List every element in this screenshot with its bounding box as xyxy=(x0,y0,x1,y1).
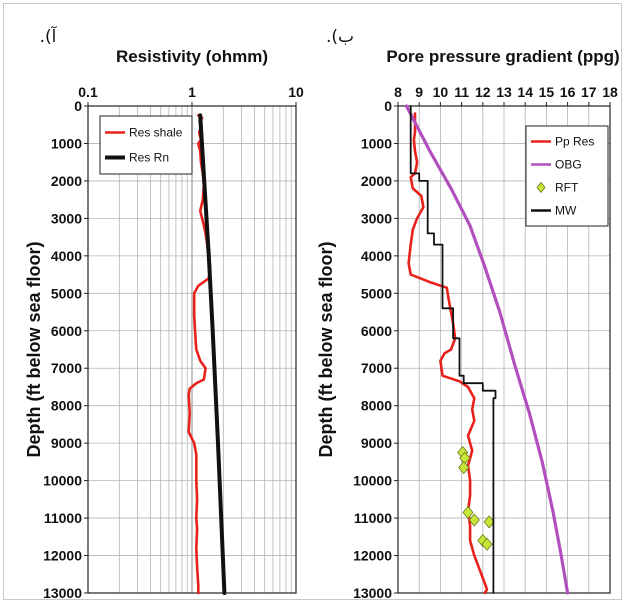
x-tick-label: 10 xyxy=(288,84,304,100)
y-tick-label: 1000 xyxy=(51,135,82,151)
y-tick-label: 6000 xyxy=(51,323,82,339)
x-tick-label: 18 xyxy=(602,84,618,100)
y-tick-label: 7000 xyxy=(361,360,392,376)
chart-title: Resistivity (ohmm) xyxy=(116,47,268,66)
legend-label: Res Rn xyxy=(129,151,169,165)
x-tick-label: 12 xyxy=(475,84,491,100)
y-tick-label: 12000 xyxy=(43,548,82,564)
y-tick-label: 0 xyxy=(384,98,392,114)
x-tick-label: 17 xyxy=(581,84,597,100)
legend: Res shale Res Rn xyxy=(99,115,193,175)
y-axis-label: Depth (ft below sea floor) xyxy=(24,241,44,457)
y-tick-label: 12000 xyxy=(353,548,392,564)
legend-label: Res shale xyxy=(129,126,183,140)
rft-point xyxy=(458,460,470,475)
series-line-res-shale xyxy=(187,114,212,595)
x-tick-label: 11 xyxy=(454,84,469,100)
x-tick-label: 15 xyxy=(539,84,555,100)
y-tick-label: 11000 xyxy=(44,510,82,526)
y-tick-label: 10000 xyxy=(353,473,392,489)
panel-label: آ). xyxy=(40,25,58,47)
legend-label: Pp Res xyxy=(555,135,594,149)
legend-swatch xyxy=(536,181,546,194)
y-tick-label: 4000 xyxy=(361,248,392,264)
y-tick-label: 8000 xyxy=(361,398,392,414)
y-tick-label: 13000 xyxy=(43,585,82,601)
y-tick-label: 13000 xyxy=(353,585,392,601)
y-tick-label: 10000 xyxy=(43,473,82,489)
chart-title: Pore pressure gradient (ppg) xyxy=(386,47,619,66)
legend-box xyxy=(99,115,193,175)
y-tick-label: 0 xyxy=(74,98,82,114)
rft-point xyxy=(481,537,493,551)
y-tick-label: 7000 xyxy=(51,360,82,376)
x-tick-label: 0.1 xyxy=(78,84,98,100)
series-line-obg xyxy=(404,104,570,595)
x-tick-label: 16 xyxy=(560,84,576,100)
panel-label: ب). xyxy=(326,27,354,47)
x-tick-label: 1 xyxy=(188,84,196,100)
x-tick-label: 9 xyxy=(415,84,423,100)
x-tick-label: 8 xyxy=(394,84,402,100)
series-line-res-rn xyxy=(198,113,227,595)
x-tick-label: 14 xyxy=(517,84,533,100)
figure-frame xyxy=(3,3,622,600)
y-tick-label: 2000 xyxy=(51,173,82,189)
y-tick-label: 3000 xyxy=(51,210,82,226)
y-tick-label: 9000 xyxy=(361,435,392,451)
y-tick-label: 4000 xyxy=(51,248,82,264)
y-tick-label: 9000 xyxy=(51,435,82,451)
y-tick-label: 8000 xyxy=(51,398,82,414)
rft-point xyxy=(462,505,474,520)
x-tick-label: 10 xyxy=(433,84,449,100)
x-tick-label: 13 xyxy=(496,84,512,100)
y-tick-label: 1000 xyxy=(361,135,392,151)
series-line-mw xyxy=(409,105,497,594)
series-rft-markers xyxy=(457,445,495,551)
y-tick-label: 6000 xyxy=(361,323,392,339)
y-tick-label: 5000 xyxy=(51,285,82,301)
y-tick-label: 2000 xyxy=(361,173,392,189)
grid-lines xyxy=(87,105,296,594)
legend-label: MW xyxy=(555,204,577,218)
legend: Pp Res OBG RFT MW xyxy=(525,125,609,227)
y-tick-label: 11000 xyxy=(354,510,392,526)
y-tick-label: 5000 xyxy=(361,285,392,301)
rft-point xyxy=(483,515,495,529)
rft-point xyxy=(468,513,480,527)
y-axis-label: Depth (ft below sea floor) xyxy=(316,241,336,457)
legend-label: OBG xyxy=(555,158,582,172)
y-tick-label: 3000 xyxy=(361,210,392,226)
legend-label: RFT xyxy=(555,181,579,195)
